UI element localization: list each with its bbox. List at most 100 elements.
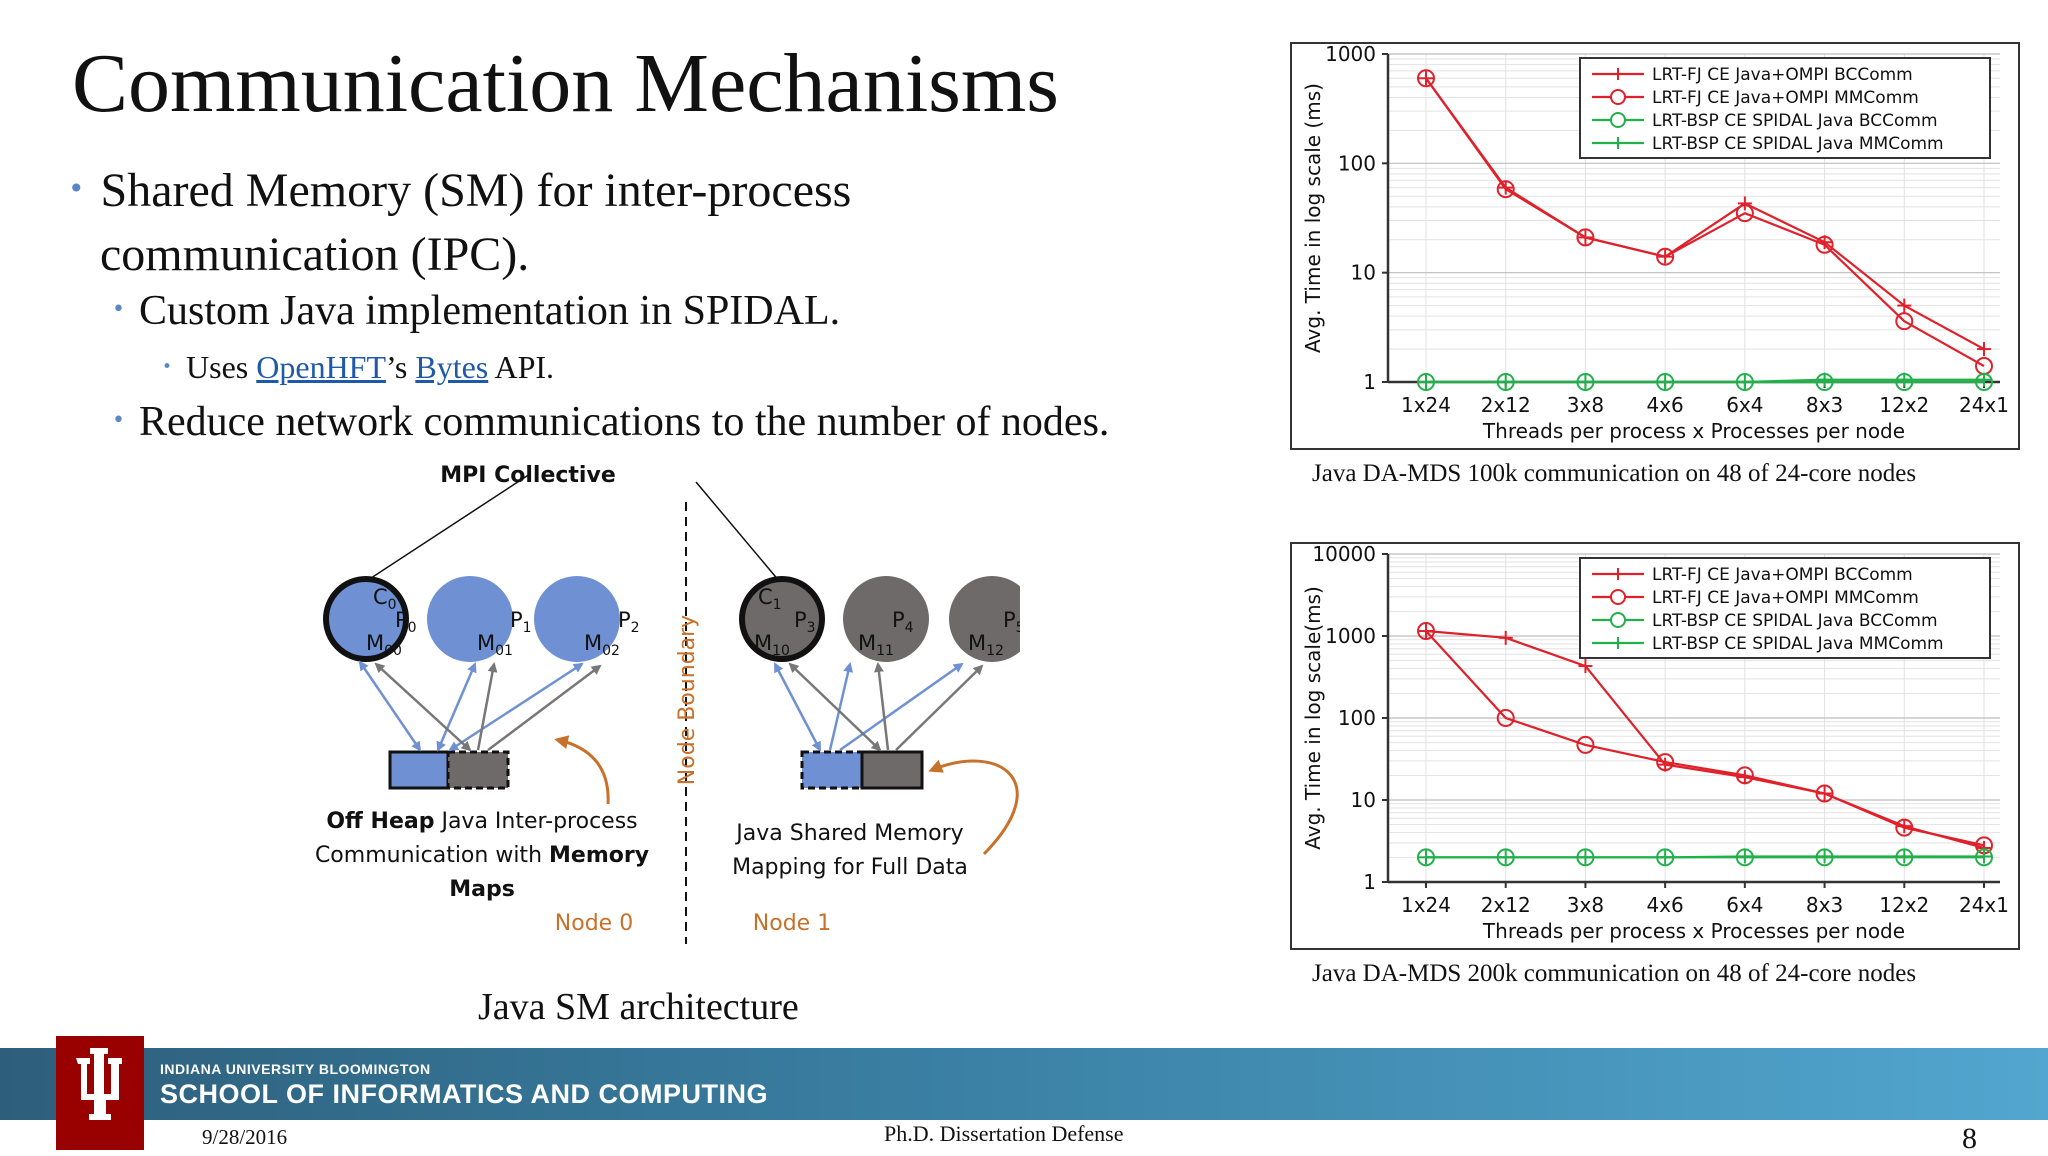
bullet-shared-memory: • Shared Memory (SM) for inter-process co… [68,162,851,284]
right-node-arrows [773,662,984,752]
process-node-p3 [739,576,825,662]
legend-label: LRT-FJ CE Java+OMPI MMComm [1652,588,1919,608]
legend-label: LRT-BSP CE SPIDAL Java MMComm [1652,134,1944,154]
series-1-point [1735,204,1754,223]
y-axis-label: Avg. Time in log scale(ms) [1301,586,1325,850]
series-1-point [1417,622,1435,641]
series-3-point [1419,375,1433,389]
label-c1: C1 [758,585,782,613]
chart-200k-caption: Java DA-MDS 200k communication on 48 of … [1312,960,1917,987]
java-sm-architecture-diagram: MPI Collective Node Boundary C0 P0 M00 P… [315,463,1020,944]
series-line-3 [1426,378,1984,384]
openhft-link[interactable]: OpenHFT [256,349,387,385]
process-node-p0 [323,576,409,662]
series-1-point [1576,228,1595,247]
series-3-point [1897,849,1912,864]
legend-box [1579,557,1991,659]
x-tick-label: 12x2 [1879,393,1929,417]
series-1-point [1656,247,1675,266]
series-3-point [1897,372,1912,387]
x-tick-label: 4x6 [1646,893,1683,917]
diagram-caption: Java SM architecture [478,986,799,1028]
series-1-point [1735,766,1754,785]
x-tick-label: 3x8 [1567,893,1604,917]
series-1-point [1895,312,1914,331]
series-0-point [1498,630,1513,645]
bullet-mid: ’s [386,349,416,385]
label-p4: P4 [892,608,914,636]
right-orange-arrow [928,759,1019,856]
bullet-dot: • [112,408,125,433]
series-1-point [1895,818,1914,837]
chart-100k: 1 10 100 1000 1x24 2x12 3x8 4x6 6x4 8x3 12x2 24x1 Th… [1290,42,2020,450]
series-3-point [1737,849,1752,864]
legend-marker [1610,612,1626,628]
bullet-dot: • [68,172,85,205]
x-tick-label: 6x4 [1726,893,1763,917]
process-node-p4 [843,576,929,662]
x-tick-label: 24x1 [1959,893,2009,917]
label-p0: P0 [395,608,417,636]
series-1-point [1656,753,1675,772]
series-3-point [1977,372,1991,387]
series-0-point [1419,624,1433,639]
bytes-link[interactable]: Bytes [415,349,489,385]
series-3-point [1578,375,1593,389]
chart-100k-caption: Java DA-MDS 100k communication on 48 of … [1312,460,1917,487]
y-axis-label: Avg. Time in log scale (ms) [1301,83,1325,353]
footer-school: SCHOOL OF INFORMATICS AND COMPUTING [160,1079,768,1109]
footer-date: 9/28/2016 [202,1125,288,1149]
series-0-point [1578,659,1593,674]
series-line-0 [1425,629,1985,850]
x-tick-label: 12x2 [1879,893,1929,917]
bullet-reduce-network: • Reduce network communications to the nu… [112,396,1109,455]
label-p1: P1 [510,608,532,636]
series-1-point [1417,69,1435,88]
bullet-openhft: • Uses OpenHFT’s Bytes API. [162,346,554,394]
x-tick-label: 8x3 [1806,393,1843,417]
y-tick-label: 1000 [1325,624,1376,648]
svg-text:Communication with Memory: Communication with Memory [315,843,649,868]
series-3-point [1419,850,1433,865]
x-tick-label: 6x4 [1726,393,1763,417]
series-line-0 [1425,77,1985,351]
legend-label: LRT-FJ CE Java+OMPI BCComm [1652,565,1913,585]
label-p5: P5 [1003,608,1020,636]
label-m11: M11 [858,631,894,659]
bullet-text: Reduce network communications to the num… [138,399,1110,445]
series-line-1 [1425,77,1985,367]
series-line-3 [1426,855,1984,859]
series-1-point [1576,735,1595,754]
legend-box [1579,57,1991,159]
series-1-point [1815,235,1834,254]
series-1-point [1496,709,1515,727]
x-tick-label: 3x8 [1567,393,1604,417]
bullet-text-line2: communication (IPC). [100,228,530,281]
y-tick-label: 10000 [1312,542,1376,566]
label-m00: M00 [366,631,402,659]
series-3-point [1817,372,1832,387]
x-tick-label: 2x12 [1481,393,1531,417]
process-node-p5 [949,576,1020,662]
series-0-point [1977,342,1991,357]
bullet-suffix: API. [488,349,555,385]
legend-label: LRT-BSP CE SPIDAL Java BCComm [1652,611,1938,631]
x-tick-label: 1x24 [1401,893,1451,917]
node-labels: C0 P0 M00 P1 M01 P2 M02 C1 P3 M10 P4 M11… [366,585,1020,659]
y-tick-label: 1 [1363,870,1376,894]
series-0-point [1897,298,1912,313]
footer-center-text: Ph.D. Dissertation Defense [884,1121,1124,1146]
left-node-arrows [358,660,602,752]
series-3-point [1498,850,1513,865]
series-3-point [1658,850,1673,865]
bullet-prefix: Uses [186,349,257,385]
iu-trident-icon [76,1048,122,1120]
process-node-p2 [534,576,620,662]
legend-label: LRT-BSP CE SPIDAL Java MMComm [1652,634,1944,654]
legend-label: LRT-FJ CE Java+OMPI BCComm [1652,65,1913,85]
x-tick-label: 8x3 [1806,893,1843,917]
y-tick-label: 100 [1338,151,1376,175]
svg-text:Java Shared Memory: Java Shared Memory [734,821,963,846]
x-axis-label: Threads per process x Processes per node [1482,419,1905,443]
bullet-dot: • [112,297,125,322]
